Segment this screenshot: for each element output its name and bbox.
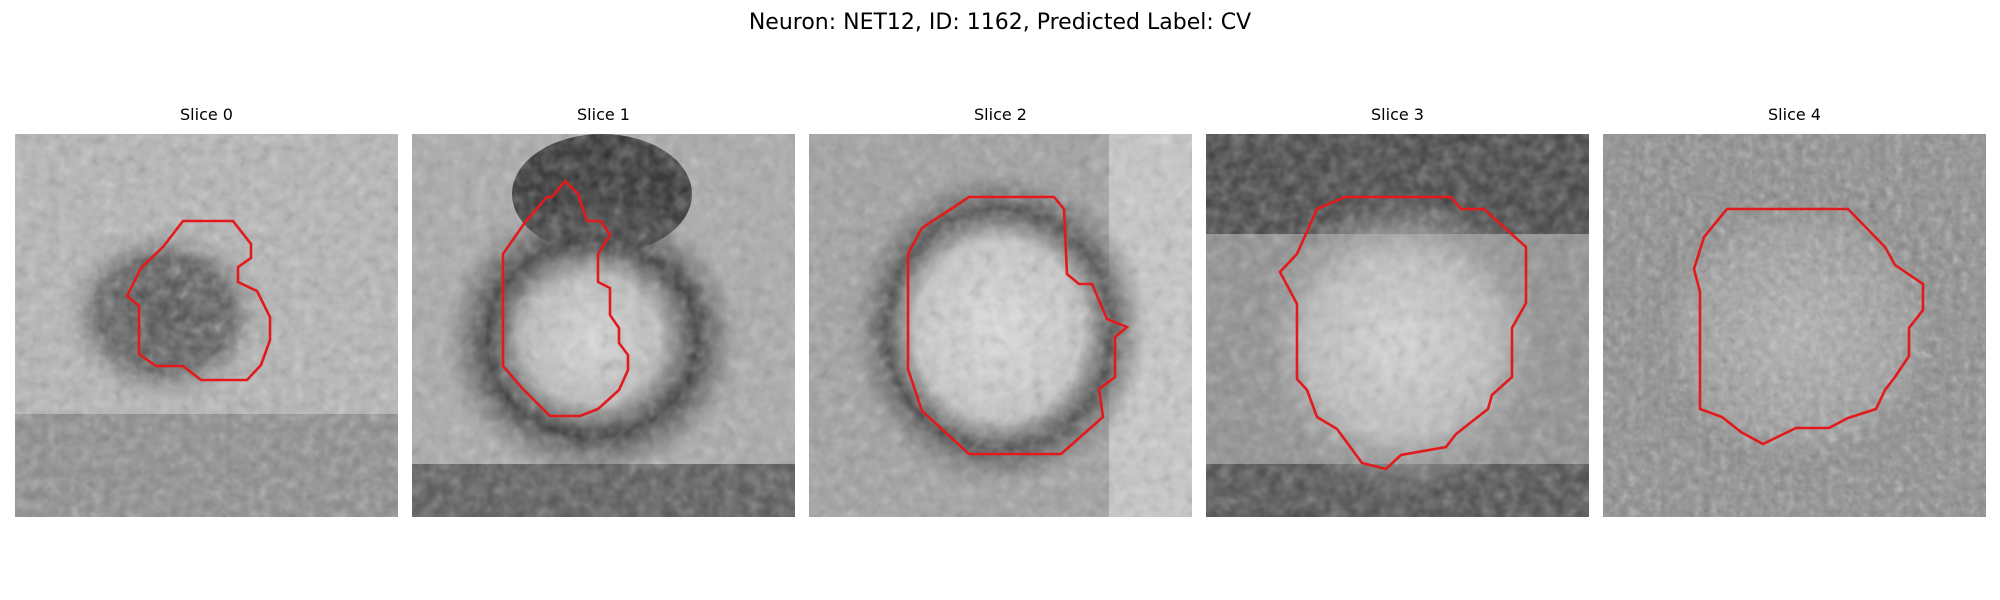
slice-panel-2: Slice 2 [809,105,1192,517]
contour-outline [1692,207,1925,446]
slice-image-0 [15,134,398,517]
slice-panel-1: Slice 1 [412,105,795,517]
slice-panel-3: Slice 3 [1206,105,1589,517]
slice-title: Slice 1 [577,105,630,124]
slice-title: Slice 3 [1371,105,1424,124]
contour-outline [125,219,272,382]
slice-image-4 [1603,134,1986,517]
slice-panel-0: Slice 0 [15,105,398,517]
slice-panel-4: Slice 4 [1603,105,1986,517]
slice-title: Slice 0 [180,105,233,124]
slice-image-2 [809,134,1192,517]
contour-outline [501,179,630,418]
figure-title: Neuron: NET12, ID: 1162, Predicted Label… [748,10,1252,35]
slice-title: Slice 4 [1768,105,1821,124]
slice-image-1 [412,134,795,517]
contour-outline [906,195,1130,456]
contour-outline [1278,195,1528,471]
slice-title: Slice 2 [974,105,1027,124]
slice-image-3 [1206,134,1589,517]
